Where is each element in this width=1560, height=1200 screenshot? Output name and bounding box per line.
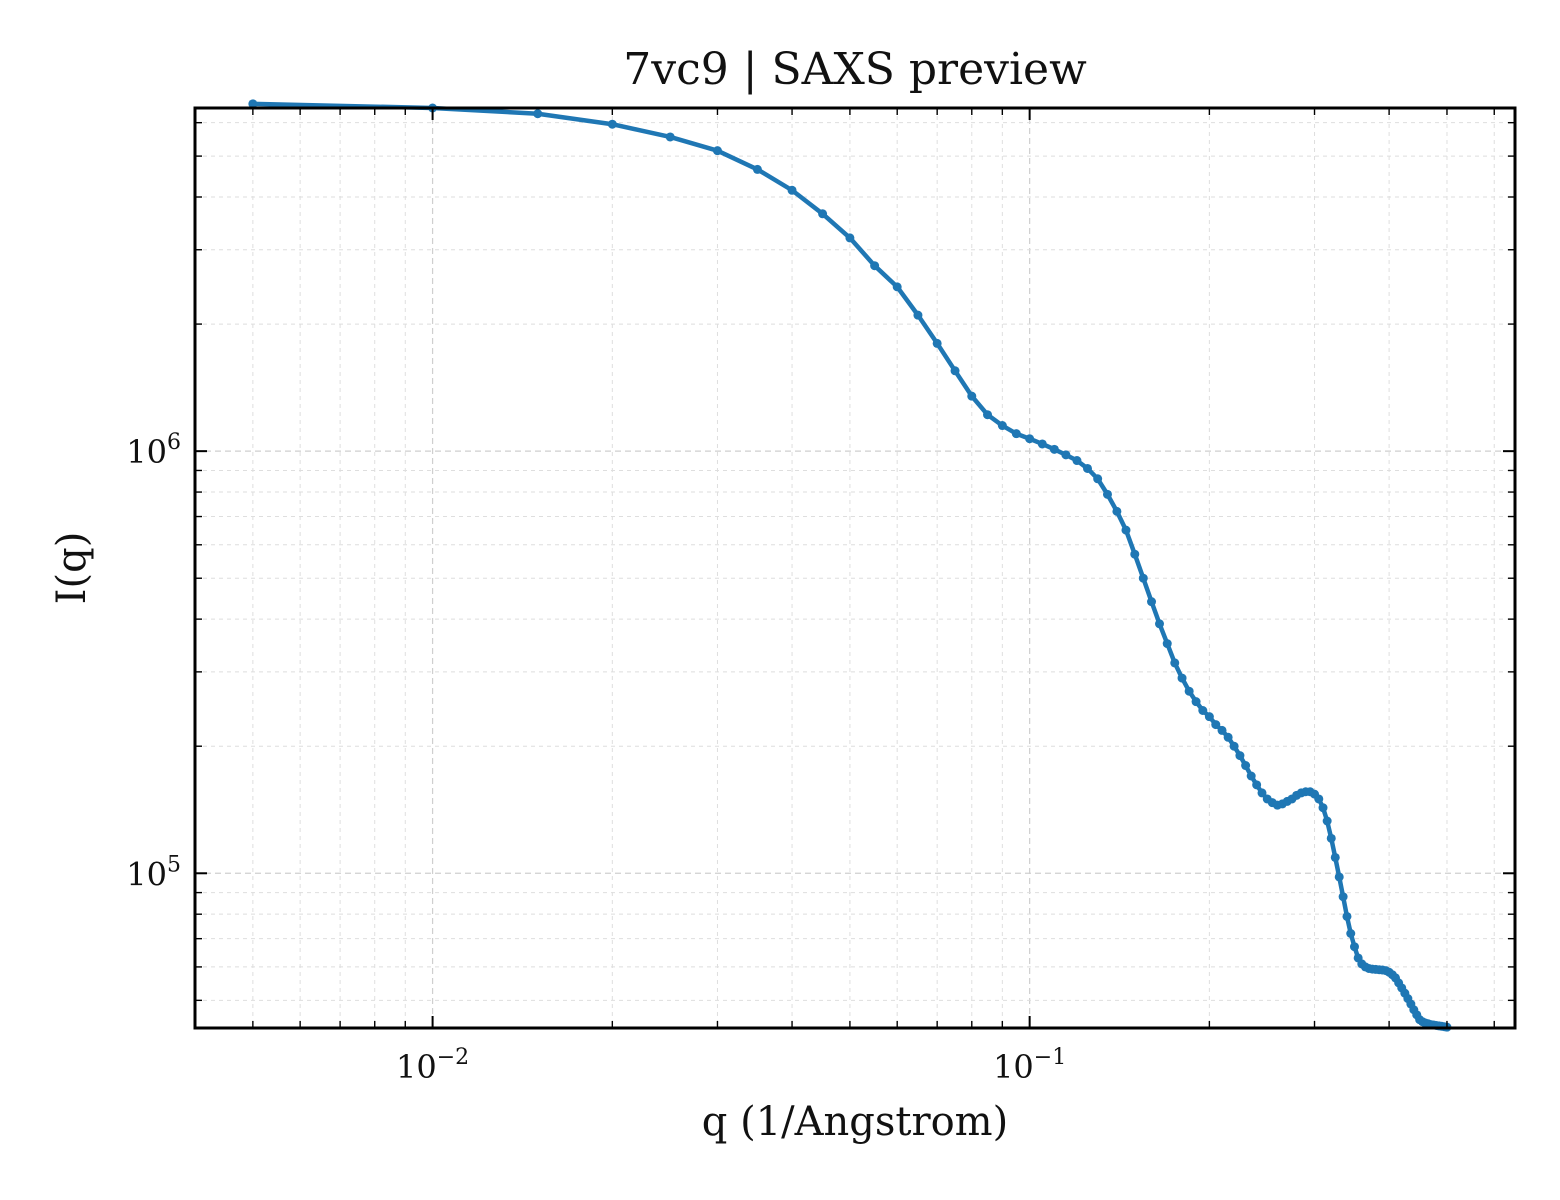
data-point	[1130, 549, 1140, 559]
data-point	[1037, 439, 1047, 449]
data-point	[665, 132, 675, 142]
data-point	[1346, 929, 1356, 939]
data-point	[932, 338, 942, 348]
data-point	[1338, 892, 1348, 902]
data-point	[1154, 619, 1164, 629]
data-point	[997, 421, 1007, 431]
data-point	[950, 366, 960, 376]
data-point	[1252, 780, 1262, 790]
series-layer	[248, 99, 1452, 1032]
data-point	[1162, 639, 1172, 649]
y-tick-label: 106	[126, 430, 181, 471]
data-point	[752, 164, 762, 174]
data-point	[1235, 751, 1245, 761]
data-point	[967, 391, 977, 401]
data-point	[1061, 450, 1071, 460]
data-point	[1083, 463, 1093, 473]
grid-lines	[194, 108, 1515, 1028]
data-point	[1184, 686, 1194, 696]
tick-labels: 10−2 10−1 105 106	[126, 430, 1066, 1086]
data-point	[1217, 725, 1227, 735]
data-point	[712, 146, 722, 156]
data-point	[1246, 771, 1256, 781]
data-point	[1147, 597, 1157, 607]
data-point	[1049, 444, 1059, 454]
data-point	[607, 119, 617, 129]
data-point	[1198, 706, 1208, 716]
data-point	[1318, 803, 1328, 813]
axis-ticks	[194, 108, 1515, 1028]
data-point	[1211, 720, 1221, 730]
x-tick-label: 10−2	[396, 1045, 469, 1086]
data-point	[845, 233, 855, 243]
data-point	[1093, 474, 1103, 484]
plot-frame	[193, 106, 1517, 1030]
y-tick-label: 105	[126, 852, 181, 893]
data-point	[1322, 816, 1332, 826]
data-point	[787, 185, 797, 195]
data-point	[1204, 712, 1214, 722]
data-point	[1223, 732, 1233, 742]
data-point	[1257, 788, 1267, 798]
data-point	[913, 310, 923, 320]
data-point	[1177, 673, 1187, 683]
x-tick-label: 10−1	[993, 1045, 1066, 1086]
data-point	[1121, 525, 1131, 535]
y-axis-label: I(q)	[49, 532, 95, 605]
data-point	[1072, 456, 1082, 466]
data-point	[870, 261, 880, 271]
data-point	[1102, 489, 1112, 499]
data-point	[1025, 434, 1035, 444]
data-point	[1011, 429, 1021, 439]
data-point	[818, 209, 828, 219]
chart-title: 7vc9 | SAXS preview	[623, 44, 1087, 95]
data-point	[983, 410, 993, 420]
data-point	[1229, 741, 1239, 751]
data-point	[1334, 872, 1344, 882]
data-point	[892, 282, 902, 292]
data-point	[1349, 942, 1359, 952]
data-point	[533, 109, 543, 119]
data-point	[1191, 697, 1201, 707]
data-point	[1326, 833, 1336, 843]
x-axis-label: q (1/Angstrom)	[702, 1099, 1008, 1145]
data-point	[1170, 658, 1180, 668]
data-point	[1330, 852, 1340, 862]
data-point	[1112, 506, 1122, 516]
data-point	[1138, 573, 1148, 583]
data-point	[1314, 794, 1324, 804]
data-point	[1342, 911, 1352, 921]
data-point	[1241, 761, 1251, 771]
data-point	[248, 99, 258, 109]
